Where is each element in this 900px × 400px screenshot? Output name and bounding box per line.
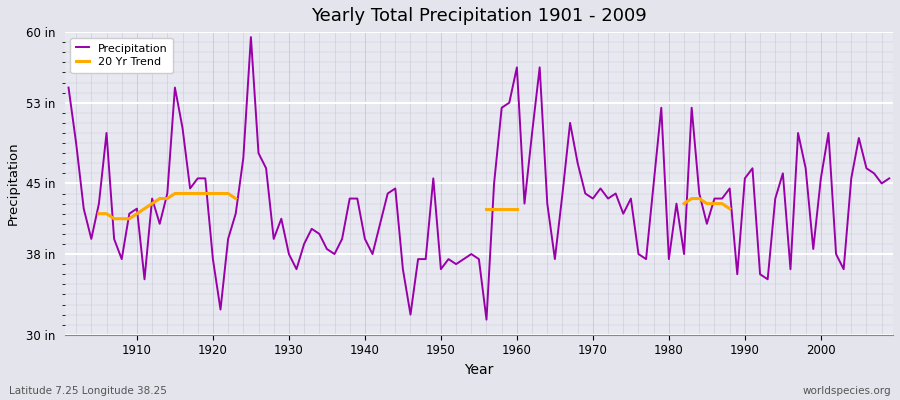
Y-axis label: Precipitation: Precipitation [7, 142, 20, 225]
Precipitation [482, 317, 492, 322]
20 Yr Trend [116, 216, 127, 221]
20 Yr Trend [184, 191, 195, 196]
20 Yr Trend [162, 196, 173, 201]
X-axis label: Year: Year [464, 363, 493, 377]
20 Yr Trend [222, 191, 233, 196]
20 Yr Trend [147, 201, 158, 206]
Text: Latitude 7.25 Longitude 38.25: Latitude 7.25 Longitude 38.25 [9, 386, 166, 396]
Precipitation [124, 211, 135, 216]
20 Yr Trend [169, 191, 180, 196]
Precipitation [63, 85, 74, 90]
Line: Precipitation: Precipitation [68, 37, 889, 320]
Line: 20 Yr Trend: 20 Yr Trend [99, 194, 236, 219]
20 Yr Trend [193, 191, 203, 196]
Precipitation [884, 176, 895, 181]
Precipitation [246, 35, 256, 40]
20 Yr Trend [215, 191, 226, 196]
Precipitation [519, 201, 530, 206]
20 Yr Trend [208, 191, 219, 196]
Title: Yearly Total Precipitation 1901 - 2009: Yearly Total Precipitation 1901 - 2009 [311, 7, 647, 25]
Precipitation [618, 211, 629, 216]
20 Yr Trend [131, 211, 142, 216]
20 Yr Trend [140, 206, 150, 211]
20 Yr Trend [177, 191, 188, 196]
Text: worldspecies.org: worldspecies.org [803, 386, 891, 396]
20 Yr Trend [200, 191, 211, 196]
20 Yr Trend [109, 216, 120, 221]
20 Yr Trend [94, 211, 104, 216]
Precipitation [345, 196, 356, 201]
20 Yr Trend [230, 196, 241, 201]
20 Yr Trend [101, 211, 112, 216]
Precipitation [299, 242, 310, 246]
Legend: Precipitation, 20 Yr Trend: Precipitation, 20 Yr Trend [70, 38, 174, 73]
Precipitation [526, 130, 537, 135]
20 Yr Trend [154, 196, 165, 201]
20 Yr Trend [124, 216, 135, 221]
